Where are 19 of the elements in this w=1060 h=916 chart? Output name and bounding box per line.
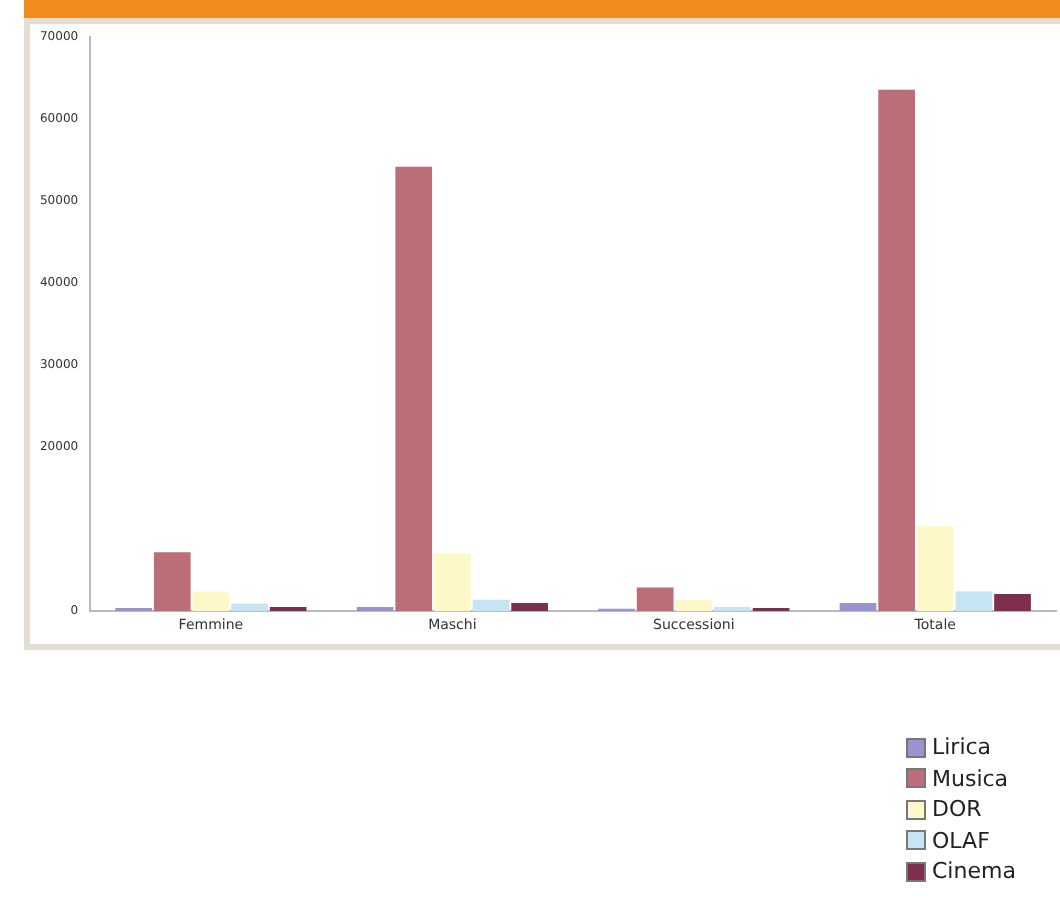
bar (192, 591, 230, 612)
bar (878, 89, 915, 612)
bar (916, 525, 954, 612)
bar (511, 603, 548, 612)
bar (994, 593, 1031, 612)
legend-label: DOR (932, 794, 982, 825)
bar (675, 599, 713, 612)
bar (231, 603, 268, 612)
bar (434, 553, 471, 612)
bar (839, 603, 877, 612)
legend-label: Lirica (932, 732, 992, 763)
bar (472, 599, 510, 612)
legend-label: Musica (932, 763, 1009, 794)
bar (395, 166, 433, 612)
bar (153, 552, 191, 612)
legend-label: OLAF (932, 825, 990, 856)
bar (955, 591, 993, 612)
bar (636, 587, 674, 612)
legend-label: Cinema (932, 856, 1016, 887)
